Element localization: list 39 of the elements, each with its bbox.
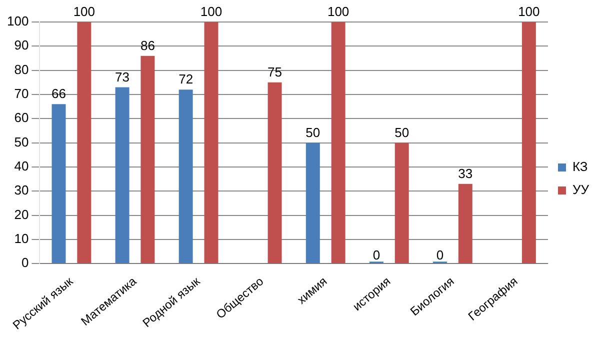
bar (115, 87, 130, 264)
data-label: 86 (140, 38, 155, 53)
y-tick-label: 90 (14, 38, 29, 53)
bar (522, 22, 536, 264)
bar (331, 22, 346, 264)
y-tick-label: 10 (14, 230, 29, 246)
data-label: 50 (394, 124, 410, 140)
data-label: 73 (115, 69, 130, 84)
data-label: 100 (518, 4, 540, 20)
data-label: 66 (52, 86, 66, 102)
y-tick-label: 40 (14, 158, 29, 174)
y-tick-label: 80 (14, 62, 29, 77)
bar (268, 82, 282, 264)
bar (394, 142, 409, 264)
bar (52, 104, 66, 264)
y-tick-label: 50 (14, 134, 29, 150)
y-tick-label: 20 (14, 206, 29, 222)
data-label: 0 (436, 248, 444, 263)
bar (306, 142, 320, 264)
data-label: 100 (200, 4, 222, 20)
bar (458, 184, 472, 264)
data-label: 100 (327, 4, 350, 20)
y-tick-label: 100 (6, 14, 29, 29)
data-label: 72 (178, 72, 194, 87)
data-label: 100 (73, 4, 96, 20)
legend-label: КЗ (572, 159, 588, 174)
data-label: 33 (458, 166, 473, 181)
y-tick-label: 70 (14, 86, 29, 102)
legend-label: УУ (572, 182, 590, 198)
data-label: 0 (372, 248, 380, 263)
bar (77, 22, 92, 264)
y-tick-label: 60 (14, 110, 29, 126)
bar (204, 22, 218, 264)
y-tick-label: 0 (21, 255, 29, 270)
bar (178, 90, 193, 264)
data-label: 50 (306, 124, 320, 140)
data-label: 75 (268, 64, 282, 80)
y-tick-label: 30 (14, 182, 29, 198)
bar (140, 56, 155, 264)
